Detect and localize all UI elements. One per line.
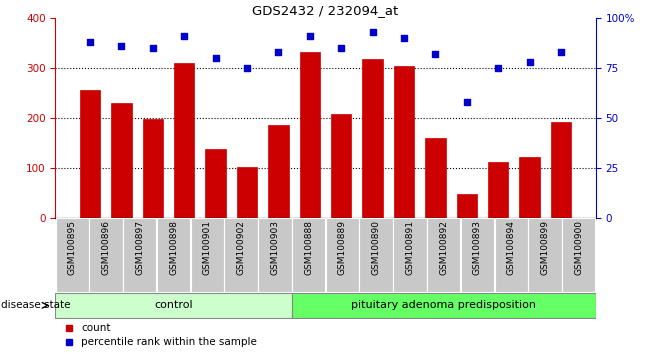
Text: GSM100890: GSM100890 [372,220,381,275]
Point [524,59,534,64]
Point [148,45,158,51]
Text: GSM100891: GSM100891 [406,220,415,275]
Bar [456,194,477,218]
Point [242,65,252,70]
Bar [359,218,393,292]
Bar [268,125,288,218]
Bar [206,149,226,218]
Bar [326,218,359,292]
Bar [292,218,326,292]
Text: GSM100901: GSM100901 [203,220,212,275]
Bar [174,63,195,218]
Text: GSM100899: GSM100899 [540,220,549,275]
Text: GSM100896: GSM100896 [102,220,111,275]
Point [430,51,441,57]
Point [210,55,221,61]
Bar [299,52,320,218]
Point [462,99,472,104]
Text: GSM100902: GSM100902 [236,220,245,275]
Bar [519,157,540,218]
Point [85,39,95,45]
Text: count: count [81,322,111,332]
Bar [143,119,163,218]
Text: GSM100892: GSM100892 [439,220,448,275]
Text: GSM100888: GSM100888 [304,220,313,275]
Point [336,45,346,51]
Text: GSM100897: GSM100897 [135,220,145,275]
Text: GSM100895: GSM100895 [68,220,77,275]
Bar [237,167,257,218]
Bar [331,114,352,218]
Bar [488,162,508,218]
Text: pituitary adenoma predisposition: pituitary adenoma predisposition [351,300,536,310]
Text: GSM100903: GSM100903 [270,220,279,275]
Bar [562,218,596,292]
Point [367,29,378,35]
Text: percentile rank within the sample: percentile rank within the sample [81,337,257,348]
Text: GSM100898: GSM100898 [169,220,178,275]
Bar [89,218,122,292]
Bar [394,66,414,218]
Point [493,65,503,70]
Bar [123,218,156,292]
Point [273,49,284,55]
Point [179,33,189,39]
Bar [427,218,460,292]
Text: disease state: disease state [1,300,70,310]
Text: GSM100894: GSM100894 [506,220,516,275]
Point [399,35,409,41]
Text: GSM100893: GSM100893 [473,220,482,275]
Text: GSM100889: GSM100889 [338,220,347,275]
Bar [529,218,562,292]
Bar [55,292,292,318]
Bar [157,218,190,292]
Bar [551,122,571,218]
Bar [363,59,383,218]
Bar [80,90,100,218]
Bar [258,218,292,292]
Bar [425,138,445,218]
Bar [111,103,132,218]
Bar [393,218,426,292]
Bar [191,218,224,292]
Bar [461,218,494,292]
Bar [55,218,89,292]
Text: GSM100900: GSM100900 [574,220,583,275]
Title: GDS2432 / 232094_at: GDS2432 / 232094_at [253,4,398,17]
Point [117,43,127,48]
Point [556,49,566,55]
Text: control: control [154,300,193,310]
Point [305,33,315,39]
Bar [292,292,596,318]
Bar [495,218,528,292]
Bar [225,218,258,292]
